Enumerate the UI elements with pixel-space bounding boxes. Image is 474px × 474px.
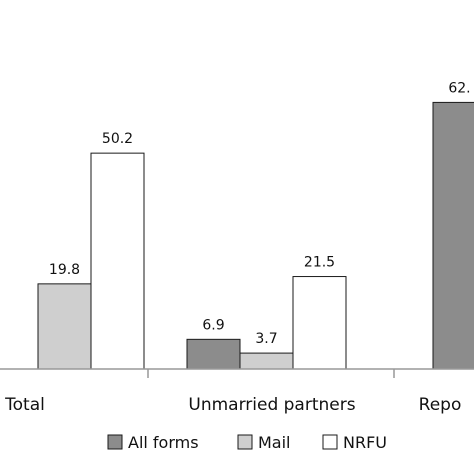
bar-all-forms-1 — [186, 338, 241, 370]
bar-nrfu-0 — [90, 152, 145, 370]
legend-swatch-all-forms — [107, 434, 123, 450]
legend-label-all-forms: All forms — [128, 433, 199, 452]
x-tick-label-1: Unmarried partners — [188, 395, 355, 415]
data-label-mail-0: 19.8 — [49, 262, 80, 278]
bar-mail-1 — [239, 352, 294, 370]
data-label-all-forms-1: 6.9 — [202, 317, 224, 333]
x-tick-label-2: Repo — [419, 395, 462, 415]
legend-label-nrfu: NRFU — [343, 433, 387, 452]
data-label-mail-1: 3.7 — [255, 331, 277, 347]
bar-mail-0 — [37, 283, 92, 370]
bar-nrfu-1 — [292, 276, 347, 370]
data-label-nrfu-1: 21.5 — [304, 255, 335, 271]
legend-swatch-mail — [237, 434, 253, 450]
legend-label-mail: Mail — [258, 433, 291, 452]
data-label-all-forms-2: 62. — [448, 80, 470, 96]
bar-all-forms-2 — [432, 101, 474, 370]
legend-swatch-nrfu — [322, 434, 338, 450]
x-tick-label-0: Total — [4, 395, 45, 415]
data-label-nrfu-0: 50.2 — [102, 131, 133, 147]
